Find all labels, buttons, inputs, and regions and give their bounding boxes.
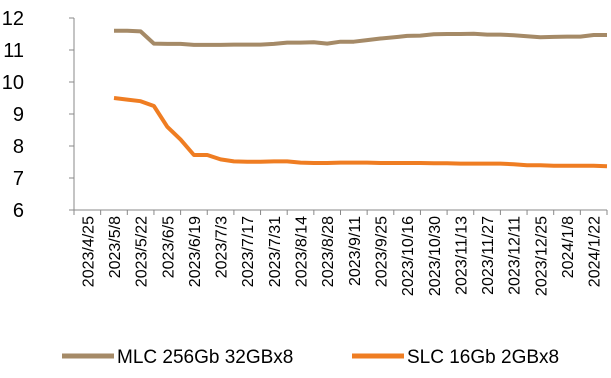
y-tick-label: 7: [13, 168, 24, 190]
x-tick-label: 2023/7/17: [240, 216, 257, 287]
y-tick-label: 8: [13, 136, 24, 158]
y-tick-label: 11: [3, 40, 24, 62]
y-tick-label: 6: [13, 200, 24, 222]
y-tick-label: 9: [13, 104, 24, 126]
x-tick-label: 2023/11/13: [453, 216, 470, 295]
x-tick-label: 2023/8/28: [320, 216, 337, 287]
x-tick-label: 2023/5/22: [134, 216, 151, 287]
x-tick-label: 2023/10/30: [427, 216, 444, 296]
x-tick-label: 2023/5/8: [107, 216, 124, 278]
legend-label-1: MLC 256Gb 32GBx8: [117, 347, 293, 368]
x-tick-label: 2023/6/5: [160, 216, 177, 278]
x-tick-label: 2023/9/11: [347, 216, 364, 286]
x-tick-label: 2023/12/25: [533, 216, 550, 296]
series-lines: [113, 28, 608, 169]
y-tick-label: 12: [2, 8, 24, 30]
x-tick-label: 2023/11/27: [480, 216, 497, 295]
x-tick-label: 2024/1/22: [587, 216, 604, 287]
x-tick-label: 2023/7/31: [267, 216, 284, 287]
x-tick-label: 2023/7/3: [214, 216, 231, 278]
x-tick-label: 2024/1/8: [560, 216, 577, 278]
x-axis: 2023/4/25 2023/5/8 2023/5/22 2023/6/5 2023/6…: [73, 209, 608, 296]
series-line-1: [114, 28, 607, 47]
series-line-2: [113, 96, 608, 169]
y-axis: 6 7 8 9 10 11 12: [2, 8, 75, 222]
y-tick-label: 10: [2, 72, 24, 94]
x-tick-label: 2023/12/11: [507, 216, 524, 295]
x-tick-label: 2023/4/25: [80, 216, 97, 287]
x-tick-label: 2023/9/25: [373, 216, 390, 287]
x-tick-label: 2023/10/16: [400, 216, 417, 296]
x-tick-label: 2023/8/14: [294, 216, 311, 287]
x-tick-label: 2023/6/19: [187, 216, 204, 287]
legend-label-2: SLC 16Gb 2GBx8: [407, 347, 559, 368]
legend: MLC 256Gb 32GBx8 SLC 16Gb 2GBx8: [62, 347, 559, 368]
